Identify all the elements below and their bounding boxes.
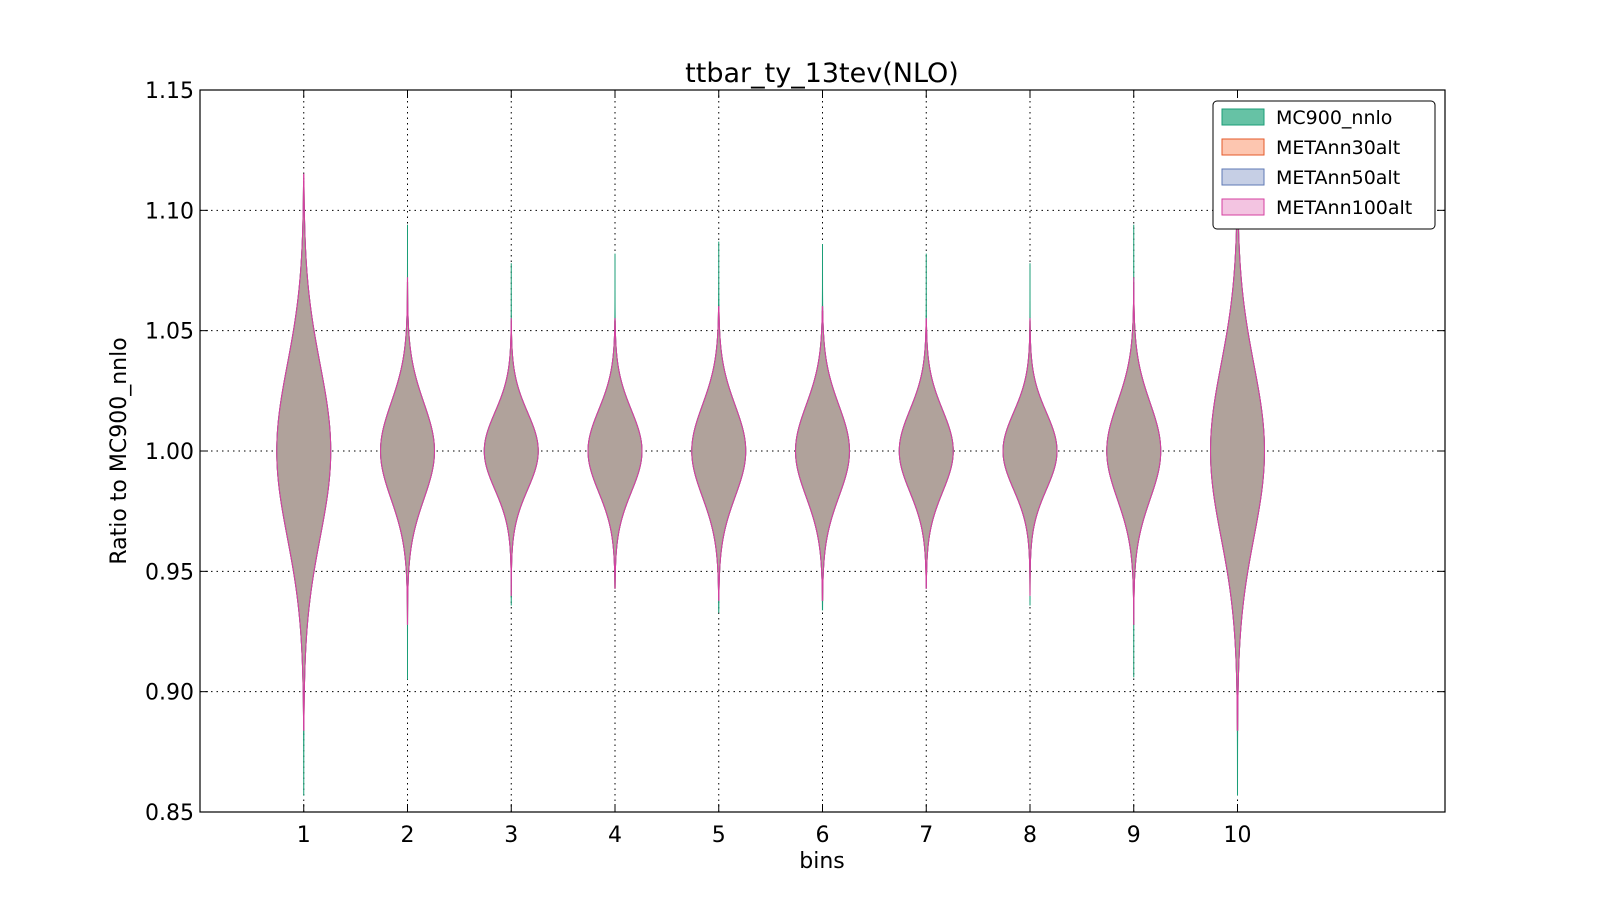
violin-METAnn100alt-bin-4 bbox=[587, 318, 643, 589]
y-tick-label: 0.85 bbox=[145, 801, 194, 826]
legend: MC900_nnlo METAnn30alt METAnn50alt METAnn10… bbox=[1212, 100, 1436, 230]
violins bbox=[276, 173, 1265, 796]
y-tick-label: 0.90 bbox=[145, 681, 194, 706]
violin-METAnn100alt-bin-5 bbox=[691, 306, 747, 601]
x-tick-label: 3 bbox=[504, 823, 518, 848]
violin-METAnn100alt-bin-6 bbox=[795, 306, 850, 601]
x-axis-label: bins bbox=[799, 849, 844, 874]
x-tick-label: 1 bbox=[297, 823, 311, 848]
x-tick-label: 2 bbox=[401, 823, 415, 848]
x-tick-label: 5 bbox=[712, 823, 726, 848]
y-tick-label: 1.10 bbox=[145, 199, 194, 224]
legend-swatch bbox=[1221, 108, 1265, 126]
violin-METAnn100alt-bin-3 bbox=[483, 318, 539, 596]
violin-METAnn100alt-bin-2 bbox=[380, 277, 435, 625]
x-tick-label: 10 bbox=[1224, 823, 1252, 848]
violin-METAnn100alt-bin-1 bbox=[276, 173, 332, 731]
y-tick-label: 0.95 bbox=[145, 560, 194, 585]
legend-label: METAnn50alt bbox=[1276, 167, 1400, 189]
legend-label: METAnn100alt bbox=[1276, 197, 1412, 219]
x-tick-label: 8 bbox=[1023, 823, 1037, 848]
x-tick-label: 4 bbox=[608, 823, 622, 848]
legend-swatch bbox=[1221, 138, 1265, 156]
legend-label: METAnn30alt bbox=[1276, 137, 1400, 159]
violin-METAnn100alt-bin-9 bbox=[1106, 277, 1162, 625]
y-tick-label: 1.15 bbox=[145, 79, 194, 104]
x-tick-label: 9 bbox=[1127, 823, 1141, 848]
violin-METAnn100alt-bin-8 bbox=[1002, 318, 1058, 596]
x-tick-label: 6 bbox=[816, 823, 830, 848]
y-tick-label: 1.00 bbox=[145, 440, 194, 465]
y-tick-label: 1.05 bbox=[145, 320, 194, 345]
legend-swatch bbox=[1221, 198, 1265, 216]
y-axis-label: Ratio to MC900_nnlo bbox=[107, 337, 132, 564]
legend-box bbox=[1212, 100, 1436, 230]
chart-title: ttbar_ty_13tev(NLO) bbox=[685, 58, 959, 89]
axis-ticks: 1 2 3 4 5 6 7 8 9 10 0.85 0.90 0.95 1.00 1.05 1.10 1.15 bbox=[145, 79, 1445, 848]
violin-METAnn100alt-bin-7 bbox=[898, 318, 954, 589]
legend-label: MC900_nnlo bbox=[1276, 107, 1392, 129]
legend-swatch bbox=[1221, 168, 1265, 186]
x-tick-label: 7 bbox=[919, 823, 933, 848]
